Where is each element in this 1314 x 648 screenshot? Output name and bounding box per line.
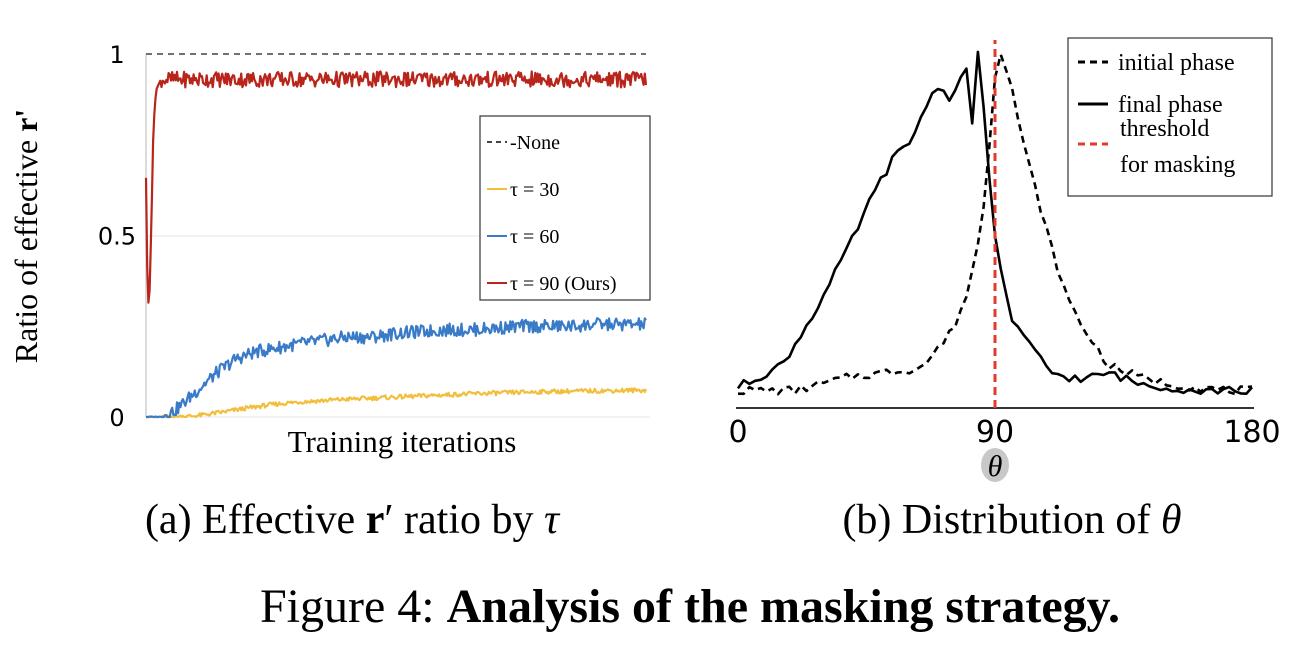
panel-a-x-axis-label: Training iterations xyxy=(288,424,517,459)
legend-label-90-ours: τ = 90 (Ours) xyxy=(510,273,617,295)
panel-a-series-lines xyxy=(144,53,648,419)
panel-b-series-lines xyxy=(736,40,1253,408)
panel-b-x-tick-label: 0 xyxy=(728,415,747,450)
legend-label-60: τ = 60 xyxy=(510,226,559,248)
panel-b-subcaption: (b) Distribution of θ xyxy=(842,497,1181,543)
series-line-initial-phase xyxy=(737,53,1253,396)
panel-b-x-tick-label: 90 xyxy=(976,415,1014,450)
panel-b: 0 90 180 θ initial phase final phasethresho… xyxy=(728,37,1281,543)
panel-b-x-label-highlight xyxy=(981,448,1009,482)
legend-label-30: τ = 30 xyxy=(510,179,559,201)
panel-a-y-tick-label: 0.5 xyxy=(98,223,136,251)
series-line-30 xyxy=(146,387,648,419)
legend-label-threshold-for-masking: for masking xyxy=(1120,152,1235,178)
panel-a: 00.51 Ratio of effective r' Training ite… xyxy=(8,41,651,543)
series-line-60 xyxy=(146,317,647,419)
panel-a-subcaption: (a) Effective r′ ratio by τ xyxy=(145,497,561,543)
legend-label-threshold-for-masking: threshold xyxy=(1120,116,1209,142)
panel-a-y-ticks: 00.51 xyxy=(98,41,136,432)
legend-label-initial-phase: initial phase xyxy=(1118,50,1235,76)
legend-label-final-phase: final phase xyxy=(1118,92,1223,118)
panel-a-legend: -None τ = 30 τ = 60 τ = 90 (Ours) xyxy=(479,115,651,301)
legend-label-none: -None xyxy=(510,132,560,154)
panel-a-y-tick-label: 0 xyxy=(109,404,124,432)
panel-b-x-ticks: 0 90 180 xyxy=(728,415,1280,450)
panel-a-y-axis-label: Ratio of effective r' xyxy=(8,109,44,363)
figure-caption: Figure 4: Analysis of the masking strate… xyxy=(260,580,1120,633)
panel-b-x-tick-label: 180 xyxy=(1223,415,1280,450)
panel-b-x-axis-label: θ xyxy=(988,450,1003,483)
panel-a-y-tick-label: 1 xyxy=(109,41,124,69)
series-line-90-ours xyxy=(144,70,648,304)
